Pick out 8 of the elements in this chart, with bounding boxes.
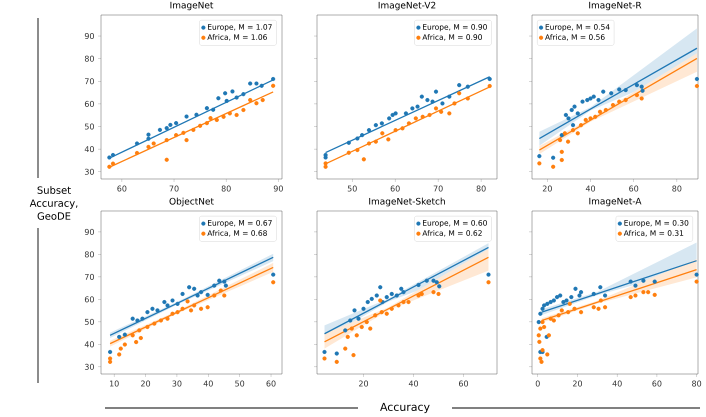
chart-title: ImageNet-A [589,198,642,206]
chart-title: ImageNet-Sketch [369,198,445,206]
y-axis-title: Subset Accuracy, GeoDE [30,186,78,220]
x-axis-title: Accuracy [380,402,430,414]
chart-title: ImageNet-V2 [378,2,436,10]
chart-title: ObjectNet [170,198,214,206]
chart-title: ImageNet-R [589,2,642,10]
chart-title: ImageNet [170,2,214,10]
